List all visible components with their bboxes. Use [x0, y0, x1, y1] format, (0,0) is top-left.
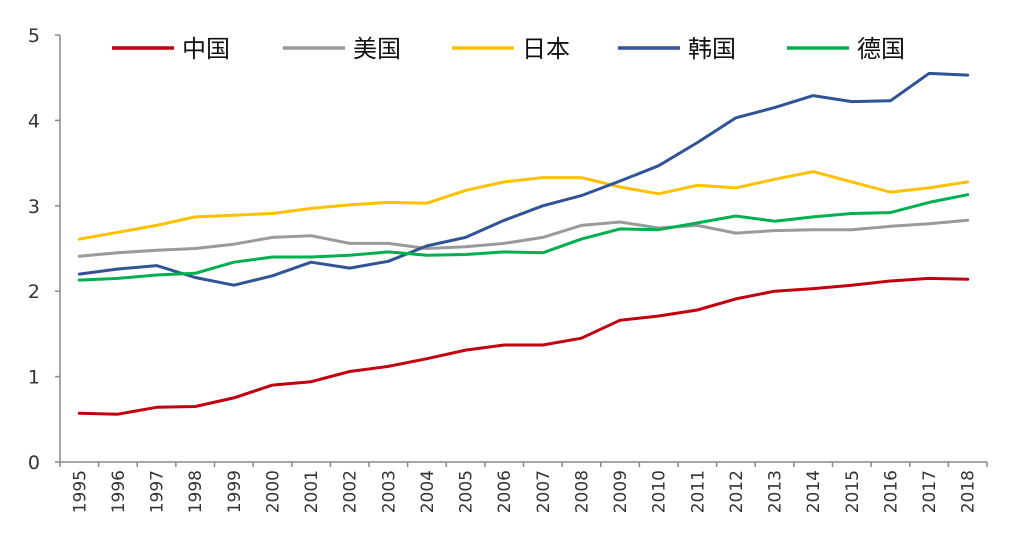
y-axis: 0 1 2 3 4 5	[28, 25, 61, 474]
y-tick-label: 3	[28, 196, 40, 218]
x-tick-label: 2013	[766, 470, 786, 513]
x-tick-label: 2016	[881, 470, 901, 513]
x-tick-label: 2008	[572, 470, 592, 513]
x-tick-label: 2010	[650, 470, 670, 513]
x-tick-label: 1996	[109, 470, 129, 513]
y-tick-label: 0	[28, 452, 40, 474]
series-line-0	[77, 276, 970, 416]
x-tick-label: 2002	[341, 470, 361, 513]
series-line-4	[77, 193, 970, 282]
series-line-3	[77, 71, 970, 287]
x-axis: 1995 1996 1997 1998 1999 2000 2001 2002 2003 2004…	[59, 461, 988, 513]
x-tick-label: 2001	[302, 470, 322, 513]
legend-label-1: 美国	[353, 35, 401, 63]
y-tick-label: 2	[28, 281, 40, 303]
x-tick-label: 2004	[418, 470, 438, 513]
x-tick-label: 2006	[495, 470, 515, 513]
legend: 中国 美国 日本 韩国 德国	[112, 35, 905, 63]
legend-label-4: 德国	[857, 35, 905, 63]
x-tick-label: 2009	[611, 470, 631, 513]
legend-label-0: 中国	[182, 35, 230, 63]
x-tick-label: 2007	[534, 470, 554, 513]
series-line-2	[77, 170, 970, 241]
y-tick-label: 5	[28, 25, 40, 47]
series-lines	[77, 71, 970, 416]
x-tick-label: 2000	[263, 470, 283, 513]
x-tick-label: 2018	[959, 470, 979, 513]
y-tick-label: 1	[28, 367, 40, 389]
x-tick-label: 1995	[70, 470, 90, 513]
x-tick-label: 2015	[843, 470, 863, 513]
x-tick-label: 2014	[804, 470, 824, 513]
legend-label-3: 韩国	[688, 35, 736, 63]
x-tick-label: 2011	[688, 470, 708, 513]
x-tick-label: 2005	[457, 470, 477, 513]
x-tick-label: 2012	[727, 470, 747, 513]
y-tick-label: 4	[28, 110, 40, 132]
x-tick-label: 2017	[920, 470, 940, 513]
series-line-1	[77, 218, 970, 258]
x-tick-label: 1999	[225, 470, 245, 513]
x-tick-label: 2003	[379, 470, 399, 513]
x-tick-label: 1998	[186, 470, 206, 513]
legend-label-2: 日本	[522, 35, 570, 63]
x-tick-label: 1997	[148, 470, 168, 513]
